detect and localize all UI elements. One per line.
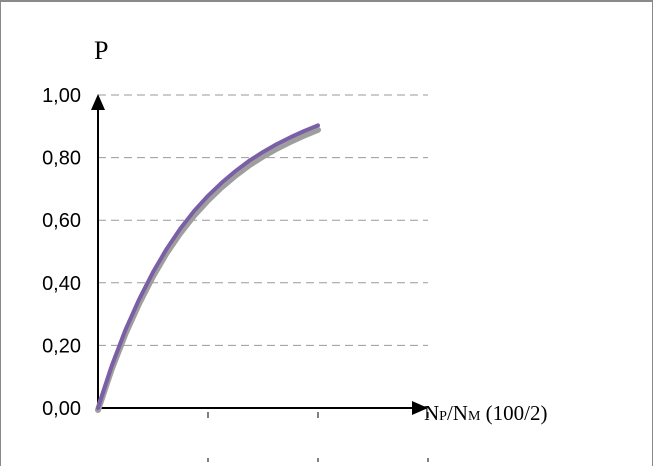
x-axis-title-rest: (100/2) [480,401,547,425]
y-tick-label: 0,80 [42,148,81,170]
x-axis-title-sub-m: M [468,409,481,424]
y-tick-labels: 0,00 0,20 0,40 0,60 0,80 1,00 [42,85,81,420]
x-axis-title-main: N [424,401,439,425]
x-axis-title-sub-p: P [439,409,447,424]
y-axis-arrow [91,94,105,110]
y-tick-label: 0,00 [42,398,81,420]
y-tick-label: 1,00 [42,85,81,107]
series-line-1 [95,126,321,413]
gridlines [98,94,428,346]
y-tick-label: 0,20 [42,335,81,357]
y-tick-label: 0,40 [42,273,81,295]
x-axis-title: NP/NM (100/2) [424,401,548,425]
y-axis-title: P [94,36,108,65]
x-ticks [207,412,429,462]
axes [91,94,428,415]
x-axis-title-sep: /N [447,401,468,425]
x-axis-arrow [412,401,428,415]
series [95,123,321,413]
series-line-2 [96,123,320,410]
y-tick-label: 0,60 [42,210,81,232]
